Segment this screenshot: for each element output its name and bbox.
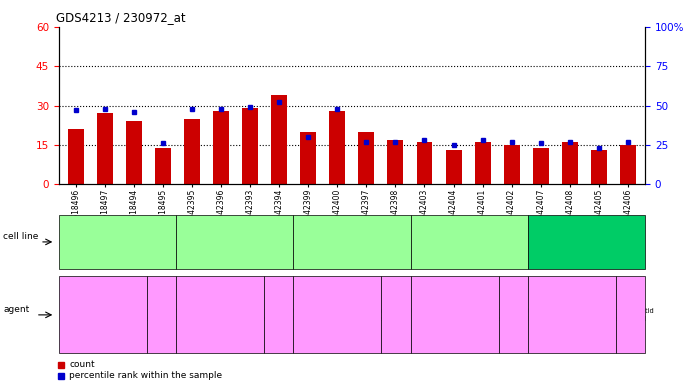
Text: control peptid
e 100mM: control peptid e 100mM xyxy=(138,308,185,322)
Text: percentile rank within the sample: percentile rank within the sample xyxy=(69,371,222,380)
Text: control peptid
e 100mM: control peptid e 100mM xyxy=(607,308,654,322)
Text: control peptid
e 100mM: control peptid e 100mM xyxy=(490,308,537,322)
Bar xyxy=(126,121,142,184)
Text: agent: agent xyxy=(3,305,30,314)
Text: ACC483 [HPB-ALL]: ACC483 [HPB-ALL] xyxy=(545,237,628,247)
Text: NBD
inhibitory pept
ide 100mM: NBD inhibitory pept ide 100mM xyxy=(430,305,479,325)
Bar xyxy=(620,145,635,184)
Bar xyxy=(155,147,171,184)
Bar xyxy=(388,140,404,184)
Text: count: count xyxy=(69,360,95,369)
Bar xyxy=(68,129,84,184)
Bar xyxy=(213,111,229,184)
Bar xyxy=(475,142,491,184)
Bar xyxy=(329,111,346,184)
Text: JCRB0033 [CEM]: JCRB0033 [CEM] xyxy=(198,237,271,247)
Bar xyxy=(184,119,200,184)
Bar xyxy=(533,147,549,184)
Text: cell line: cell line xyxy=(3,232,39,241)
Bar xyxy=(417,142,433,184)
Text: NBD
inhibitory pept
ide 100mM: NBD inhibitory pept ide 100mM xyxy=(195,305,244,325)
Text: control peptid
e 100mM: control peptid e 100mM xyxy=(255,308,302,322)
Bar xyxy=(504,145,520,184)
Bar xyxy=(562,142,578,184)
Text: NBD
inhibitory pept
ide 100mM: NBD inhibitory pept ide 100mM xyxy=(78,305,127,325)
Text: GDS4213 / 230972_at: GDS4213 / 230972_at xyxy=(56,11,186,24)
Bar xyxy=(242,108,258,184)
Text: NBD
inhibitory pept
ide 100mM: NBD inhibitory pept ide 100mM xyxy=(547,305,596,325)
Bar xyxy=(97,114,113,184)
Bar xyxy=(446,150,462,184)
Bar xyxy=(591,150,607,184)
Text: ACC525 [DND41]: ACC525 [DND41] xyxy=(431,237,508,247)
Text: NBD
inhibitory pept
ide 100mM: NBD inhibitory pept ide 100mM xyxy=(313,305,362,325)
Bar xyxy=(300,132,316,184)
Text: control peptid
e 100mM: control peptid e 100mM xyxy=(373,308,420,322)
Bar xyxy=(358,132,375,184)
Text: KOPT-K: KOPT-K xyxy=(336,237,368,247)
Bar xyxy=(271,95,287,184)
Text: JCRB0086 [TALL-1]: JCRB0086 [TALL-1] xyxy=(75,237,159,247)
